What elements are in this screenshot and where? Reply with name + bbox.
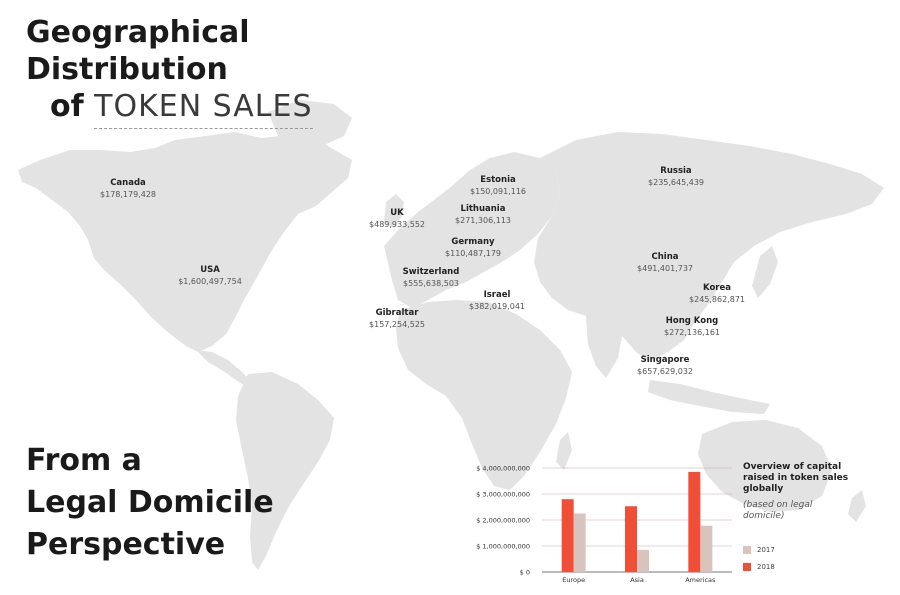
location-label-estonia: Estonia $150,091,116 <box>470 175 526 198</box>
bar-2017-americas <box>700 525 713 572</box>
y-tick-label: $ 2,000,000,000 <box>476 517 530 525</box>
location-label-russia: Russia $235,645,439 <box>648 166 704 189</box>
location-value: $657,629,032 <box>637 367 693 376</box>
location-value: $235,645,439 <box>648 178 704 187</box>
location-name: Singapore <box>640 355 690 365</box>
location-name: Hong Kong <box>665 316 719 326</box>
location-label-canada: Canada $178,179,428 <box>100 178 156 201</box>
central-america-landmass <box>196 350 252 388</box>
asia-landmass <box>534 132 884 362</box>
location-value: $178,179,428 <box>100 190 156 199</box>
legend-swatch-2018 <box>743 563 751 571</box>
location-name: Estonia <box>480 175 516 185</box>
location-label-korea: Korea $245,862,871 <box>689 283 745 306</box>
legend-label-2018: 2018 <box>757 563 775 571</box>
location-label-gibraltar: Gibraltar $157,254,525 <box>369 308 425 331</box>
location-value: $110,487,179 <box>445 249 501 258</box>
capital-bar-chart: $ 0 $ 1,000,000,000 $ 2,000,000,000 $ 3,000… <box>476 465 732 584</box>
subtitle-line-2: Legal Domicile <box>26 485 274 520</box>
location-value: $489,933,552 <box>369 220 425 229</box>
x-tick-label: Europe <box>562 576 585 584</box>
madagascar-landmass <box>556 432 572 470</box>
location-value: $271,306,113 <box>455 216 511 225</box>
location-value: $157,254,525 <box>369 320 425 329</box>
location-value: $272,136,161 <box>664 328 720 337</box>
location-label-china: China $491,401,737 <box>637 252 693 275</box>
location-name: Switzerland <box>402 267 460 277</box>
page-subtitle: From a Legal Domicile Perspective <box>26 440 274 566</box>
title-line-1: Geographical <box>26 15 250 50</box>
location-name: Canada <box>110 178 146 188</box>
location-value: $491,401,737 <box>637 264 693 273</box>
bar-2018-europe <box>561 499 574 572</box>
location-name: Israel <box>483 290 511 300</box>
x-tick-label: Americas <box>685 576 716 584</box>
x-tick-label: Asia <box>630 576 644 584</box>
y-tick-label: $ 4,000,000,000 <box>476 465 530 473</box>
indonesia-landmass <box>648 380 770 414</box>
location-name: UK <box>390 208 404 218</box>
africa-landmass <box>396 300 572 490</box>
land-masses <box>18 100 884 570</box>
location-label-usa: USA $1,600,497,754 <box>178 265 242 288</box>
title-line-3-thin: TOKEN SALES <box>94 89 313 129</box>
subtitle-line-1: From a <box>26 443 142 478</box>
location-name: Lithuania <box>460 204 506 214</box>
location-name: Gibraltar <box>375 308 419 318</box>
europe-landmass <box>384 152 560 308</box>
uk-landmass <box>384 194 404 228</box>
bar-2017-europe <box>573 513 586 572</box>
location-name: Russia <box>660 166 692 176</box>
south-america-landmass <box>236 372 334 570</box>
page-title: Geographical Distribution of TOKEN SALES <box>26 14 313 129</box>
location-value: $555,638,503 <box>403 279 459 288</box>
bar-2018-americas <box>688 471 701 572</box>
chart-subtitle: (based on legal domicile) <box>743 500 813 521</box>
title-line-3: of TOKEN SALES <box>26 88 313 129</box>
location-label-israel: Israel $382,019,041 <box>469 290 525 313</box>
location-label-switzerland: Switzerland $555,638,503 <box>403 267 460 290</box>
greenland-landmass <box>268 100 352 146</box>
location-label-lithuania: Lithuania $271,306,113 <box>455 204 511 227</box>
india-landmass <box>586 316 622 378</box>
location-name: USA <box>200 265 220 275</box>
location-name: Korea <box>703 283 731 293</box>
y-tick-label: $ 1,000,000,000 <box>476 543 530 551</box>
location-label-hong-kong: Hong Kong $272,136,161 <box>664 316 720 339</box>
title-line-3-bold: of <box>50 89 84 124</box>
subtitle-line-3: Perspective <box>26 527 226 562</box>
bar-2017-asia <box>637 549 649 572</box>
location-value: $150,091,116 <box>470 187 526 196</box>
legend-label-2017: 2017 <box>757 546 775 554</box>
location-name: China <box>651 252 679 262</box>
north-america-landmass <box>18 132 352 352</box>
location-value: $245,862,871 <box>689 295 745 304</box>
australia-landmass <box>698 420 832 512</box>
location-value: $382,019,041 <box>469 302 525 311</box>
title-line-2: Distribution <box>26 52 228 87</box>
japan-landmass <box>752 246 778 298</box>
bar-2018-asia <box>625 506 637 572</box>
y-tick-label: $ 0 <box>520 569 530 577</box>
chart-title: Overview of capital raised in token sale… <box>743 462 849 494</box>
new-zealand-landmass <box>848 490 866 522</box>
legend-item-2017: 2017 <box>743 546 775 554</box>
legend-swatch-2017 <box>743 546 751 554</box>
location-label-uk: UK $489,933,552 <box>369 208 425 231</box>
location-name: Germany <box>451 237 495 247</box>
legend-item-2018: 2018 <box>743 563 775 571</box>
location-label-singapore: Singapore $657,629,032 <box>637 355 693 378</box>
location-label-germany: Germany $110,487,179 <box>445 237 501 260</box>
location-value: $1,600,497,754 <box>178 277 242 286</box>
y-tick-label: $ 3,000,000,000 <box>476 491 530 499</box>
